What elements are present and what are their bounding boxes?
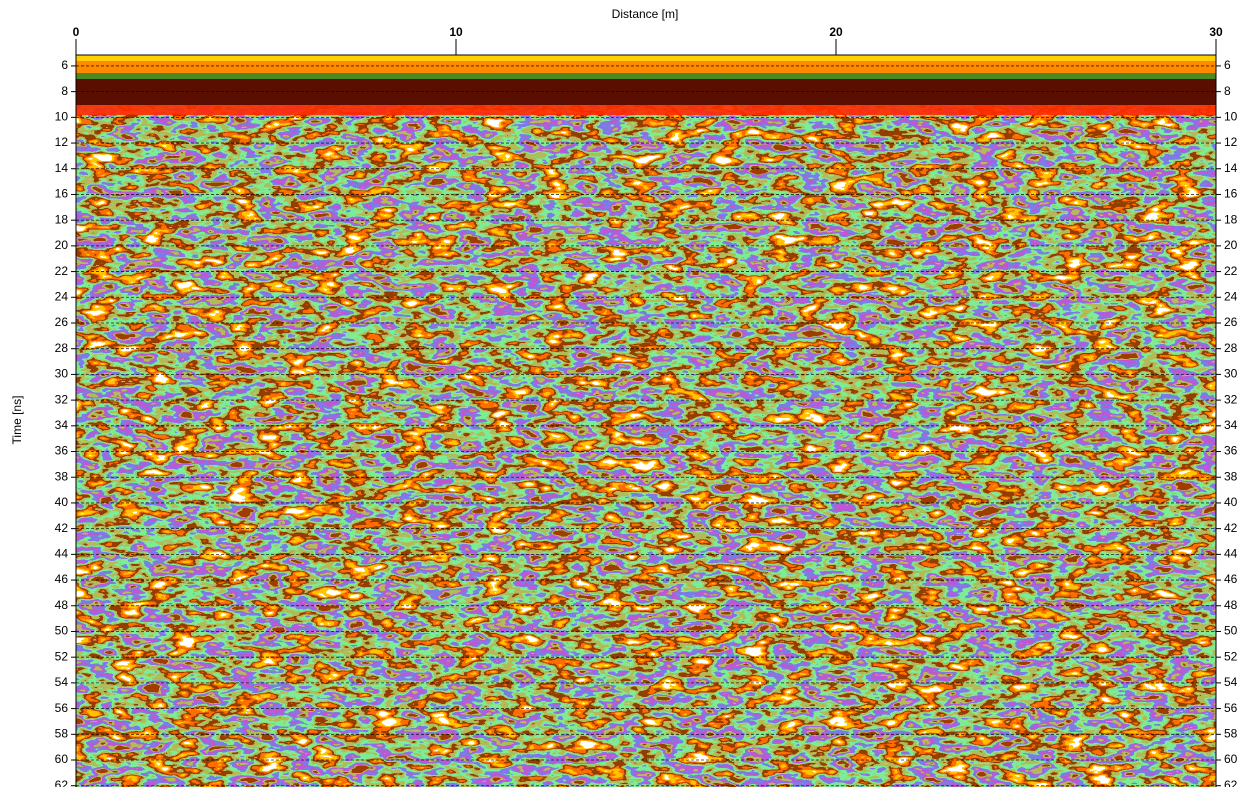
y-tick-label: 48 bbox=[1224, 598, 1238, 612]
y-tick-label: 6 bbox=[61, 58, 68, 72]
x-tick-label: 0 bbox=[73, 25, 80, 39]
surface-band bbox=[76, 55, 1216, 61]
y-tick-label: 44 bbox=[1224, 547, 1238, 561]
y-axis-title: Time [ns] bbox=[10, 396, 24, 445]
y-tick-label: 52 bbox=[55, 649, 69, 663]
y-tick-label: 18 bbox=[1224, 212, 1238, 226]
y-tick-label: 30 bbox=[1224, 367, 1238, 381]
y-tick-label: 24 bbox=[1224, 289, 1238, 303]
y-tick-label: 56 bbox=[55, 701, 69, 715]
y-tick-label: 22 bbox=[55, 264, 69, 278]
y-tick-label: 26 bbox=[55, 315, 69, 329]
y-tick-label: 32 bbox=[55, 392, 69, 406]
y-tick-label: 44 bbox=[55, 547, 69, 561]
y-tick-label: 58 bbox=[55, 726, 69, 740]
y-tick-label: 6 bbox=[1224, 58, 1231, 72]
y-tick-label: 32 bbox=[1224, 392, 1238, 406]
y-tick-label: 34 bbox=[1224, 418, 1238, 432]
y-tick-label: 54 bbox=[55, 675, 69, 689]
y-tick-label: 14 bbox=[55, 161, 69, 175]
x-tick-label: 10 bbox=[449, 25, 463, 39]
y-tick-label: 12 bbox=[55, 135, 69, 149]
y-tick-label: 58 bbox=[1224, 726, 1238, 740]
y-tick-label: 38 bbox=[1224, 469, 1238, 483]
y-tick-label: 40 bbox=[55, 495, 69, 509]
y-tick-label: 48 bbox=[55, 598, 69, 612]
surface-band bbox=[76, 73, 1216, 79]
y-tick-label: 24 bbox=[55, 289, 69, 303]
y-tick-label: 18 bbox=[55, 212, 69, 226]
surface-band bbox=[76, 105, 1216, 115]
y-tick-label: 36 bbox=[1224, 444, 1238, 458]
y-tick-label: 8 bbox=[61, 84, 68, 98]
y-tick-label: 16 bbox=[1224, 187, 1238, 201]
y-tick-label: 30 bbox=[55, 367, 69, 381]
y-tick-label: 10 bbox=[55, 110, 69, 124]
y-tick-label: 46 bbox=[1224, 572, 1238, 586]
y-tick-label: 62 bbox=[55, 778, 69, 787]
y-tick-label: 62 bbox=[1224, 778, 1238, 787]
x-axis-title: Distance [m] bbox=[612, 7, 679, 21]
y-tick-label: 10 bbox=[1224, 110, 1238, 124]
x-tick-label: 30 bbox=[1209, 25, 1223, 39]
y-tick-label: 36 bbox=[55, 444, 69, 458]
y-tick-label: 28 bbox=[1224, 341, 1238, 355]
y-tick-label: 40 bbox=[1224, 495, 1238, 509]
y-tick-label: 20 bbox=[1224, 238, 1238, 252]
y-tick-label: 20 bbox=[55, 238, 69, 252]
surface-band bbox=[76, 61, 1216, 73]
y-tick-label: 50 bbox=[1224, 624, 1238, 638]
x-tick-label: 20 bbox=[829, 25, 843, 39]
y-tick-label: 54 bbox=[1224, 675, 1238, 689]
y-tick-label: 38 bbox=[55, 469, 69, 483]
y-tick-label: 46 bbox=[55, 572, 69, 586]
y-tick-label: 60 bbox=[1224, 752, 1238, 766]
y-tick-label: 8 bbox=[1224, 84, 1231, 98]
y-tick-label: 60 bbox=[55, 752, 69, 766]
y-tick-label: 50 bbox=[55, 624, 69, 638]
y-tick-label: 52 bbox=[1224, 649, 1238, 663]
y-tick-label: 28 bbox=[55, 341, 69, 355]
y-tick-label: 14 bbox=[1224, 161, 1238, 175]
y-tick-label: 26 bbox=[1224, 315, 1238, 329]
y-tick-label: 16 bbox=[55, 187, 69, 201]
plot-area bbox=[76, 55, 1216, 787]
radargram bbox=[76, 55, 1216, 787]
y-tick-label: 42 bbox=[1224, 521, 1238, 535]
y-tick-label: 22 bbox=[1224, 264, 1238, 278]
y-tick-label: 12 bbox=[1224, 135, 1238, 149]
y-tick-label: 34 bbox=[55, 418, 69, 432]
y-tick-label: 42 bbox=[55, 521, 69, 535]
y-tick-label: 56 bbox=[1224, 701, 1238, 715]
